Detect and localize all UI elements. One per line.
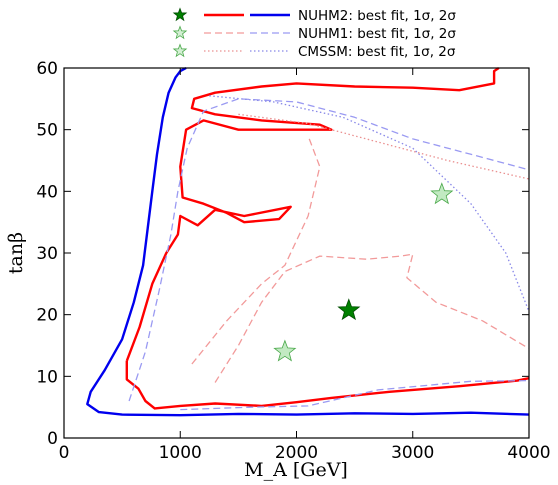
y-axis-ticks: 0 10 20 30 40 50 60 [36, 59, 529, 449]
contour-nuhm2-2sigma [86, 66, 530, 417]
x-axis-ticks: 0 1000 2000 3000 4000 [59, 68, 551, 463]
best-fit-markers [273, 182, 454, 362]
x-tick-label: 3000 [391, 443, 434, 463]
legend-star-nuhm2 [172, 7, 188, 22]
contour-nuhm1-2sigma [128, 98, 530, 402]
legend-label-nuhm1: NUHM1: best fit, 1σ, 2σ [298, 26, 456, 42]
best-fit-star-nuhm2 [337, 298, 361, 321]
x-tick-label: 4000 [507, 443, 550, 463]
y-tick-label: 40 [36, 182, 58, 202]
y-tick-label: 50 [36, 121, 58, 141]
contour-curves [86, 66, 530, 417]
contour-nuhm1-2sigma [180, 379, 530, 411]
y-tick-label: 30 [36, 244, 58, 264]
legend-star-nuhm1 [172, 25, 188, 40]
contour-cmssm-1sigma [238, 113, 530, 180]
contour-nuhm1-1sigma [191, 135, 321, 365]
contour-cmssm-2sigma [209, 95, 530, 312]
best-fit-star-cmssm [430, 182, 454, 205]
contour-nuhm2-1sigma [125, 360, 530, 410]
best-fit-star-nuhm1 [273, 339, 297, 362]
legend-star-cmssm [172, 43, 188, 58]
y-tick-label: 20 [36, 306, 58, 326]
x-tick-label: 1000 [159, 443, 202, 463]
legend-label-cmssm: CMSSM: best fit, 1σ, 2σ [298, 44, 456, 60]
legend: NUHM2: best fit, 1σ, 2σ NUHM1: best fit, … [172, 7, 456, 60]
y-tick-label: 0 [47, 429, 58, 449]
x-tick-label: 2000 [275, 443, 318, 463]
legend-label-nuhm2: NUHM2: best fit, 1σ, 2σ [298, 8, 456, 24]
contour-nuhm2-1sigma [125, 66, 500, 362]
x-axis-label: M_A [GeV] [244, 459, 348, 481]
y-tick-label: 10 [36, 367, 58, 387]
y-axis-label: tanβ [5, 232, 27, 274]
y-tick-label: 60 [36, 59, 58, 79]
x-tick-label: 0 [59, 443, 70, 463]
contour-nuhm1-1sigma [214, 253, 530, 383]
